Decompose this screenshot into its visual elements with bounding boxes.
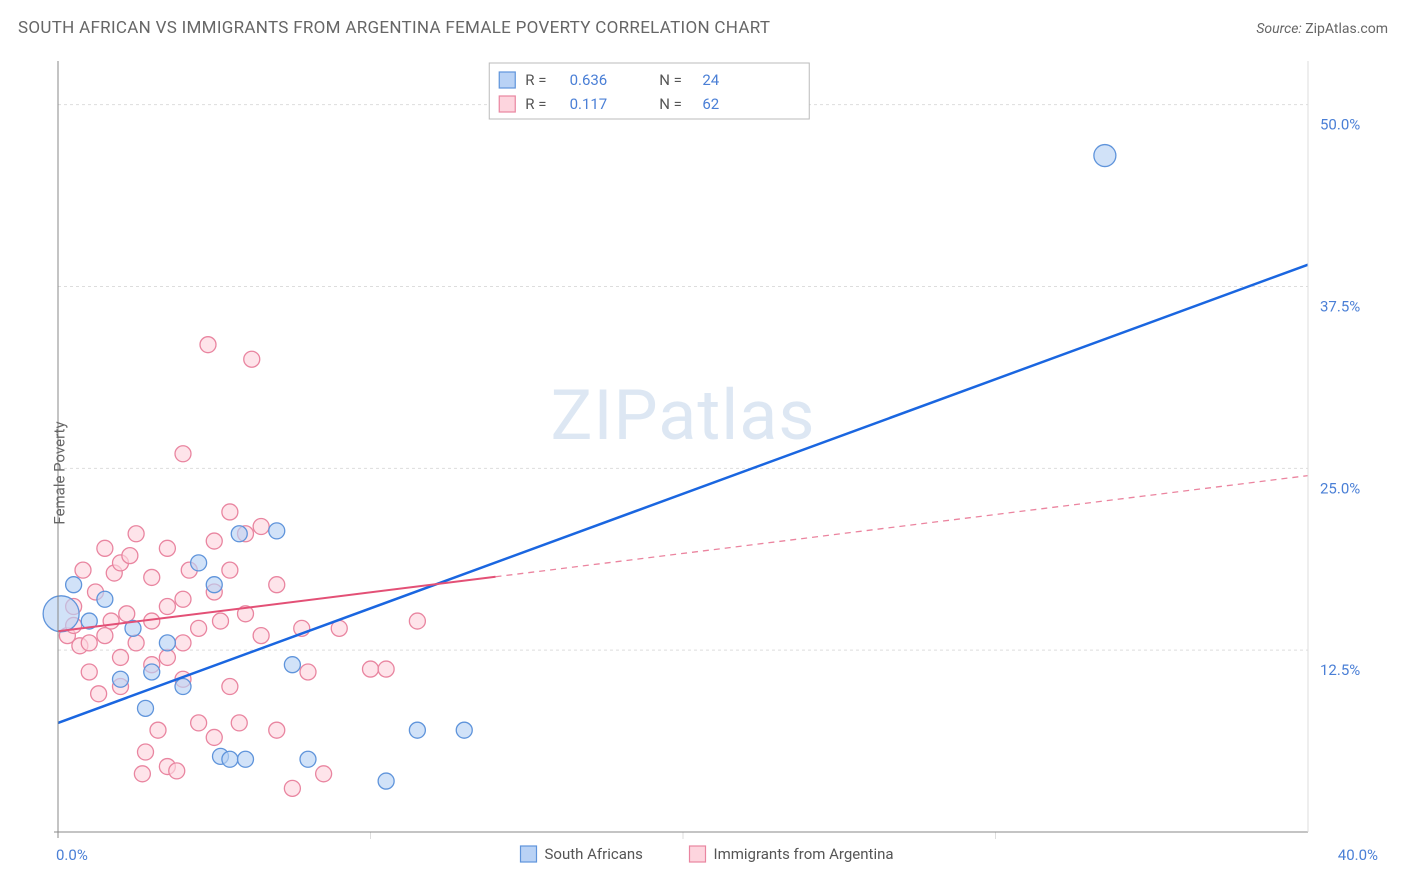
data-point xyxy=(222,751,238,767)
legend-r-label: R = xyxy=(525,71,546,89)
data-point xyxy=(213,613,229,629)
data-point xyxy=(269,722,285,738)
y-tick-label: 12.5% xyxy=(1320,661,1360,679)
data-point xyxy=(284,780,300,796)
source-attribution: Source: ZipAtlas.com xyxy=(1256,21,1388,37)
y-tick-label: 50.0% xyxy=(1320,116,1360,134)
data-point xyxy=(175,591,191,607)
trend-line xyxy=(58,265,1308,723)
data-point xyxy=(159,540,175,556)
data-point xyxy=(119,606,135,622)
data-point xyxy=(206,729,222,745)
data-point xyxy=(284,657,300,673)
data-point xyxy=(191,715,207,731)
y-axis-label: Female Poverty xyxy=(51,421,69,524)
legend-swatch xyxy=(521,846,537,862)
data-point xyxy=(300,664,316,680)
data-point xyxy=(128,635,144,651)
legend-n-label: N = xyxy=(659,95,682,113)
data-point xyxy=(144,569,160,585)
x-tick-label: 0.0% xyxy=(56,846,88,864)
legend-swatch xyxy=(690,846,706,862)
data-point xyxy=(222,562,238,578)
data-point xyxy=(269,523,285,539)
data-point xyxy=(238,751,254,767)
data-point xyxy=(81,635,97,651)
data-point xyxy=(378,661,394,677)
data-point xyxy=(363,661,379,677)
watermark: ZIPatlas xyxy=(551,375,816,457)
legend-r-value: 0.117 xyxy=(570,95,608,113)
data-point xyxy=(191,620,207,636)
chart-title: SOUTH AFRICAN VS IMMIGRANTS FROM ARGENTI… xyxy=(18,18,770,38)
trend-line-extrapolated xyxy=(496,476,1309,577)
data-point xyxy=(66,577,82,593)
source-value: ZipAtlas.com xyxy=(1305,21,1388,37)
legend-swatch xyxy=(499,72,515,88)
legend-series-label: Immigrants from Argentina xyxy=(714,845,894,863)
data-point xyxy=(150,722,166,738)
data-point xyxy=(43,596,79,632)
data-point xyxy=(175,635,191,651)
legend-swatch xyxy=(499,96,515,112)
data-point xyxy=(159,635,175,651)
data-point xyxy=(269,577,285,593)
data-point xyxy=(206,533,222,549)
data-point xyxy=(409,613,425,629)
data-point xyxy=(113,671,129,687)
y-tick-label: 25.0% xyxy=(1320,479,1360,497)
data-point xyxy=(138,744,154,760)
data-point xyxy=(175,679,191,695)
data-point xyxy=(97,540,113,556)
data-point xyxy=(253,519,269,535)
data-point xyxy=(97,628,113,644)
data-point xyxy=(200,337,216,353)
data-point xyxy=(159,649,175,665)
data-point xyxy=(253,628,269,644)
data-point xyxy=(91,686,107,702)
data-point xyxy=(222,504,238,520)
data-point xyxy=(134,766,150,782)
x-tick-label: 40.0% xyxy=(1338,846,1378,864)
legend-n-value: 62 xyxy=(702,95,719,113)
data-point xyxy=(316,766,332,782)
source-label: Source: xyxy=(1256,21,1301,37)
data-point xyxy=(456,722,472,738)
data-point xyxy=(138,700,154,716)
data-point xyxy=(1094,145,1116,167)
data-point xyxy=(75,562,91,578)
legend-n-label: N = xyxy=(659,71,682,89)
legend-r-value: 0.636 xyxy=(570,71,608,89)
data-point xyxy=(81,664,97,680)
data-point xyxy=(191,555,207,571)
data-point xyxy=(231,526,247,542)
y-tick-label: 37.5% xyxy=(1320,297,1360,315)
data-point xyxy=(159,599,175,615)
data-point xyxy=(409,722,425,738)
legend-series-label: South Africans xyxy=(545,845,643,863)
legend-n-value: 24 xyxy=(702,71,719,89)
data-point xyxy=(122,548,138,564)
data-point xyxy=(144,664,160,680)
data-point xyxy=(169,763,185,779)
data-point xyxy=(206,577,222,593)
data-point xyxy=(103,613,119,629)
data-point xyxy=(244,351,260,367)
data-point xyxy=(231,715,247,731)
data-point xyxy=(128,526,144,542)
data-point xyxy=(222,679,238,695)
data-point xyxy=(300,751,316,767)
legend-r-label: R = xyxy=(525,95,546,113)
data-point xyxy=(113,649,129,665)
data-point xyxy=(97,591,113,607)
data-point xyxy=(378,773,394,789)
data-point xyxy=(175,446,191,462)
scatter-chart: ZIPatlas 12.5% 25.0% 37.5% 50.0% 0.0% 40.0% R =… xyxy=(18,55,1388,872)
